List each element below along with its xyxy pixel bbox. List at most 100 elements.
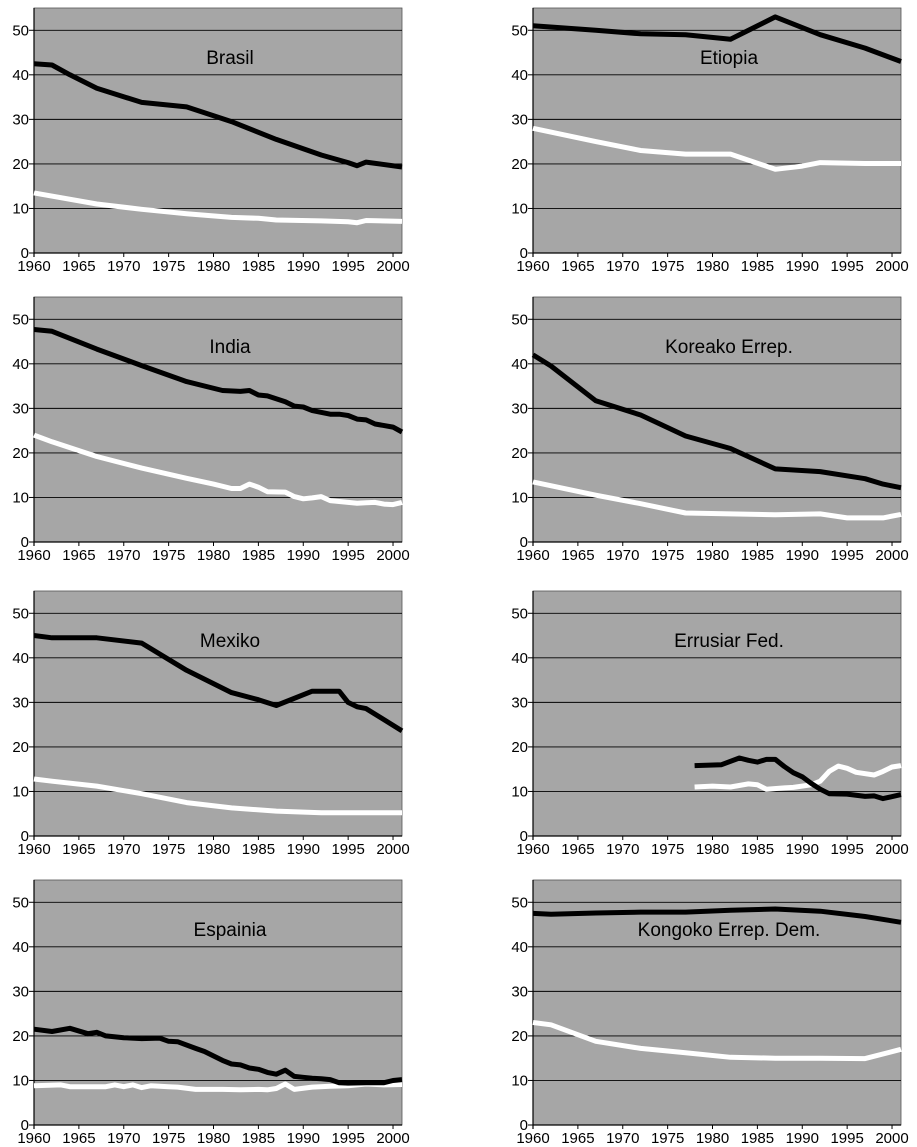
y-tick-label: 20 [12,739,29,756]
chart-panel: 0 10 20 30 40 50 1960 1965 1970 1975 1980 1985 1990 1… [511,7,909,275]
y-tick-label: 50 [12,894,29,911]
y-tick-label: 50 [511,894,528,911]
series-line-dark [33,633,404,734]
x-tick-label: 1985 [741,258,774,275]
x-tick-label: 1990 [786,258,819,275]
x-tick-label: 2000 [376,841,409,858]
x-tick-label: 1995 [331,1130,364,1147]
x-tick-label: 1965 [561,841,594,858]
y-tick-label: 30 [511,400,528,417]
y-tick-label: 50 [511,311,528,328]
x-tick-label: 2000 [875,258,908,275]
x-tick-label: 1995 [331,258,364,275]
y-tick-label: 0 [520,1117,528,1134]
x-tick-label: 1960 [516,547,549,564]
series-line-light [532,1020,902,1062]
y-tick-label: 0 [520,828,528,845]
x-tick-label: 1990 [287,258,320,275]
y-tick-label: 20 [511,156,528,173]
x-tick-label: 1975 [651,1130,684,1147]
y-tick-label: 30 [12,111,29,128]
x-tick-label: 1970 [107,258,140,275]
x-tick-label: 1980 [696,1130,729,1147]
y-tick-label: 10 [511,1072,528,1089]
y-tick-label: 50 [511,22,528,39]
x-tick-label: 1990 [287,1130,320,1147]
x-tick-label: 1960 [516,258,549,275]
y-tick-label: 0 [520,534,528,551]
y-tick-label: 50 [12,311,29,328]
y-tick-label: 40 [12,67,29,84]
y-tick-label: 10 [12,1072,29,1089]
plot-area [33,7,403,254]
y-tick-label: 30 [511,694,528,711]
series-line-light [33,1081,403,1093]
series-line-light [33,776,402,816]
x-tick-label: 1965 [62,1130,95,1147]
chart-title: Koreako Errep. [665,337,793,358]
plot-area [33,296,403,543]
series-line-dark [33,1025,403,1086]
x-tick-label: 1970 [107,1130,140,1147]
x-tick-label: 1970 [606,1130,639,1147]
chart-title: Espainia [194,920,267,941]
x-tick-label: 1975 [152,841,185,858]
series-line-dark [33,327,404,435]
y-tick-label: 20 [511,739,528,756]
y-tick-label: 40 [12,939,29,956]
chart-title: Mexiko [200,631,260,652]
y-tick-label: 0 [21,245,29,262]
y-tick-label: 50 [12,605,29,622]
x-tick-label: 1975 [152,1130,185,1147]
x-tick-label: 1970 [107,841,140,858]
x-tick-label: 1985 [242,1130,275,1147]
plot-area [33,590,403,837]
series-line-dark [694,755,902,802]
x-tick-label: 1980 [197,841,230,858]
chart-panel: 0 10 20 30 40 50 1960 1965 1970 1975 1980 1985 1990 1… [12,879,410,1147]
y-tick-label: 40 [511,939,528,956]
x-tick-label: 1965 [561,547,594,564]
x-tick-label: 1995 [830,1130,863,1147]
y-tick-label: 30 [12,400,29,417]
chart-title: Brasil [206,48,254,69]
series-line-light [694,763,902,792]
x-tick-label: 1980 [197,258,230,275]
x-tick-label: 1975 [651,841,684,858]
chart-panel: 0 10 20 30 40 50 1960 1965 1970 1975 1980 1985 1990 1… [511,296,909,564]
y-tick-label: 20 [12,1028,29,1045]
y-tick-label: 40 [511,67,528,84]
y-tick-label: 20 [511,1028,528,1045]
x-tick-label: 1960 [17,841,50,858]
x-tick-label: 1960 [17,1130,50,1147]
x-tick-label: 2000 [376,547,409,564]
x-tick-label: 1965 [561,1130,594,1147]
x-tick-label: 1965 [62,841,95,858]
series-line-dark [532,14,902,64]
plot-area [532,296,902,543]
x-tick-label: 1960 [516,1130,549,1147]
y-tick-label: 40 [511,356,528,373]
series-line-dark [532,906,902,925]
y-tick-label: 50 [12,22,29,39]
x-tick-label: 1995 [331,547,364,564]
x-tick-label: 1970 [606,258,639,275]
x-tick-label: 1985 [242,547,275,564]
x-tick-label: 1995 [830,258,863,275]
chart-panel: 0 10 20 30 40 50 1960 1965 1970 1975 1980 1985 1990 1… [12,590,410,858]
x-tick-label: 1995 [830,547,863,564]
x-tick-label: 1960 [17,258,50,275]
series-line-light [532,479,902,521]
y-tick-label: 50 [511,605,528,622]
x-tick-label: 1960 [516,841,549,858]
y-tick-label: 40 [12,650,29,667]
y-tick-label: 30 [12,694,29,711]
series-line-dark [33,61,403,170]
x-tick-label: 1960 [17,547,50,564]
x-tick-label: 2000 [376,1130,409,1147]
y-tick-label: 20 [511,445,528,462]
y-tick-label: 0 [21,534,29,551]
x-tick-label: 1980 [696,547,729,564]
series-line-light [33,190,403,226]
plot-area [532,879,902,1126]
